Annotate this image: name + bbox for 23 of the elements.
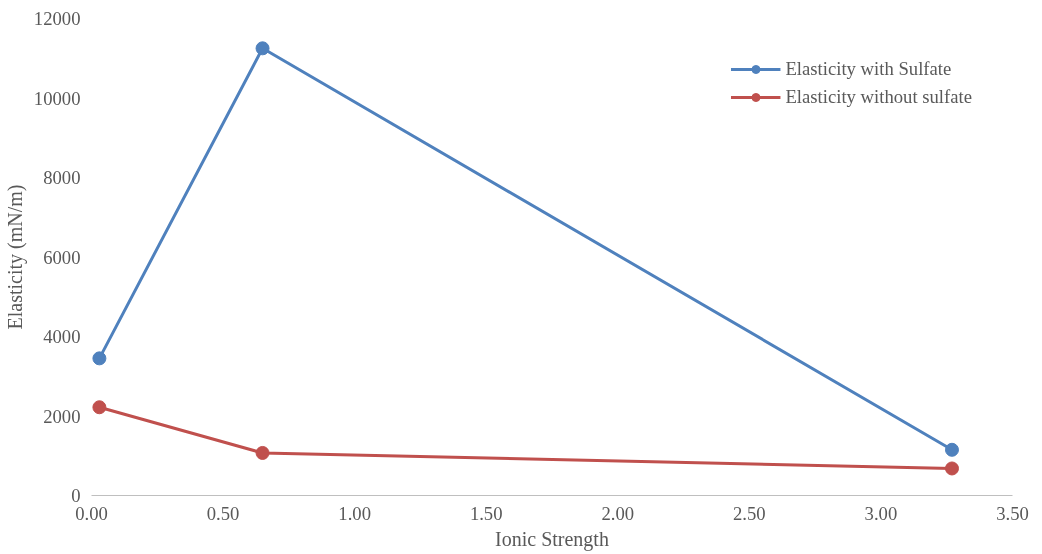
- point: [92, 351, 107, 366]
- y-tick-label: 10000: [33, 87, 81, 109]
- x-tick-label: 1.50: [469, 502, 503, 524]
- legend-label: Elasticity without sulfate: [785, 86, 972, 108]
- x-tick-label: 3.50: [996, 502, 1029, 524]
- x-tick-label: 0.50: [206, 502, 240, 524]
- y-tick-label: 12000: [33, 8, 81, 29]
- y-tick-label: 2000: [43, 405, 81, 427]
- x-tick-label: 2.00: [601, 502, 635, 524]
- x-tick-label: 2.50: [733, 502, 766, 524]
- point: [255, 41, 270, 56]
- x-axis-title: Ionic Strength: [495, 527, 609, 551]
- point: [92, 400, 107, 415]
- x-tick-label: 3.00: [864, 502, 898, 524]
- legend-label: Elasticity with Sulfate: [785, 58, 952, 80]
- point: [944, 442, 959, 457]
- y-tick-label: 4000: [43, 326, 81, 347]
- y-tick-label: 8000: [43, 167, 81, 188]
- x-tick-label: 1.00: [338, 502, 371, 524]
- y-axis-title: Elasticity (mN/m): [3, 184, 27, 330]
- point: [255, 445, 270, 460]
- point: [944, 461, 959, 476]
- y-tick-label: 6000: [43, 246, 81, 268]
